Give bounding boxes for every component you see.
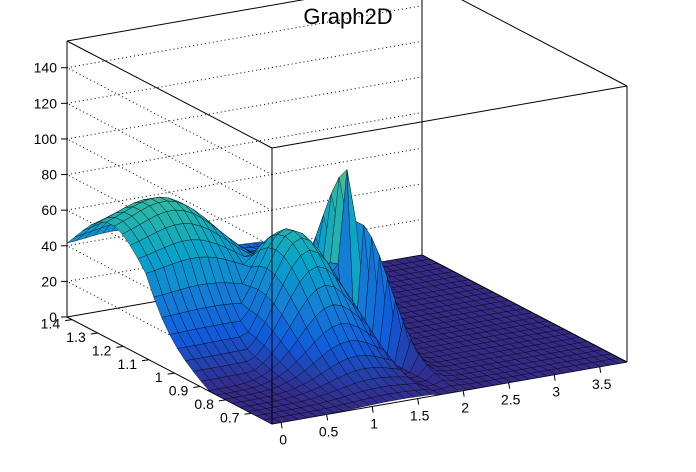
y-tick-label: 1.4: [41, 316, 61, 332]
z-gridline: [66, 280, 273, 389]
z-gridline: [66, 174, 273, 282]
box-edge: [461, 0, 628, 87]
y-tick-label: 0.9: [169, 383, 189, 399]
chart-title: Graph2D: [303, 4, 393, 29]
x-tick: [462, 390, 465, 397]
y-tick: [167, 372, 175, 375]
z-tick-label: 0: [49, 309, 57, 325]
x-tick-label: 1: [370, 416, 378, 432]
z-tick-label: 140: [34, 60, 58, 76]
y-tick: [193, 386, 201, 389]
y-tick-label: 0.8: [194, 396, 214, 412]
surface-mesh: [66, 168, 628, 425]
box-edge: [66, 40, 273, 149]
z-gridline: [66, 245, 273, 354]
y-tick: [65, 319, 73, 322]
y-tick: [244, 412, 252, 415]
z-gridline: [66, 76, 423, 140]
x-tick-label: 0: [279, 431, 287, 447]
x-tick-label: 2: [461, 400, 469, 416]
x-tick-label: 0.5: [319, 423, 339, 439]
front-box-edges: [271, 0, 628, 424]
x-tick-label: 3: [552, 384, 560, 400]
x-tick-label: 3.5: [592, 376, 612, 392]
y-tick: [90, 332, 98, 335]
z-gridline: [66, 112, 423, 176]
y-tick-label: 0.7: [220, 409, 240, 425]
box-edge: [421, 254, 628, 363]
box-edge: [271, 85, 628, 149]
x-tick-label: 1.5: [410, 408, 430, 424]
z-tick-label: 60: [41, 202, 57, 218]
z-tick-label: 80: [41, 167, 57, 183]
z-gridline: [66, 147, 423, 211]
y-tick: [218, 399, 226, 402]
axis-ticks: 0 20 40 60 80 100 120 140 0 0.5 1 1.5 2 2.5 3 3.5 0.7 0.8…: [34, 60, 612, 448]
x-tick: [599, 366, 602, 373]
x-tick: [371, 406, 374, 413]
x-tick: [553, 374, 556, 381]
x-tick-label: 2.5: [501, 392, 521, 408]
z-tick-label: 40: [41, 238, 57, 254]
z-tick-label: 100: [34, 131, 58, 147]
y-tick-label: 1.3: [66, 329, 86, 345]
y-tick-label: 1: [155, 369, 163, 385]
z-gridline: [66, 67, 273, 176]
x-tick: [417, 398, 420, 405]
z-gridline: [66, 5, 423, 69]
y-tick-label: 1.1: [118, 356, 138, 372]
box-edge: [66, 0, 305, 42]
y-tick: [141, 359, 150, 362]
axes-box: [66, 0, 628, 425]
y-tick: [116, 345, 124, 348]
z-gridline: [66, 40, 423, 104]
x-tick: [280, 422, 283, 429]
x-tick: [508, 382, 511, 389]
z-tick-label: 120: [34, 95, 58, 111]
z-tick-label: 20: [41, 273, 57, 289]
z-gridline: [66, 102, 273, 211]
x-tick: [326, 414, 329, 421]
y-tick-label: 1.2: [92, 342, 112, 358]
z-gridline: [66, 138, 273, 247]
